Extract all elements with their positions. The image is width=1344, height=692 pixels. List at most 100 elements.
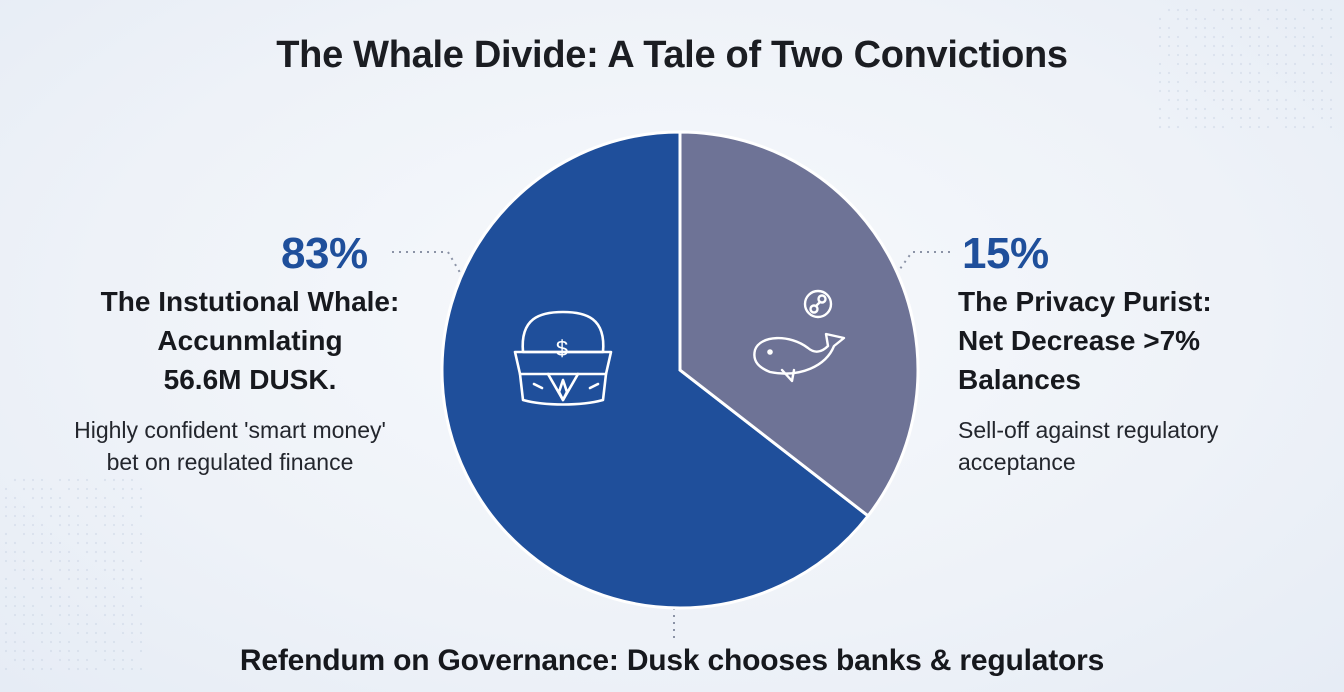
background-dot: [13, 640, 17, 644]
background-dot: [40, 640, 44, 644]
background-dot: [58, 649, 62, 653]
background-dot: [1230, 44, 1234, 48]
background-dot: [1275, 53, 1279, 57]
background-dot: [85, 487, 89, 491]
background-dot: [1266, 98, 1270, 102]
background-dot: [1311, 98, 1315, 102]
background-dot: [4, 622, 8, 626]
background-dot: [1293, 116, 1297, 120]
background-dot: [139, 559, 143, 563]
background-dot: [1248, 89, 1252, 93]
background-dot: [1302, 80, 1306, 84]
background-dot: [1221, 107, 1225, 111]
subtext-line: Highly confident 'smart money': [74, 417, 386, 443]
background-dot: [1167, 8, 1171, 12]
background-dot: [49, 604, 53, 608]
background-dot: [49, 559, 53, 563]
background-dot: [40, 541, 44, 545]
background-dot: [1257, 80, 1261, 84]
background-dot: [31, 496, 35, 500]
background-dot: [85, 568, 89, 572]
background-dot: [1158, 35, 1162, 39]
background-dot: [1167, 80, 1171, 84]
background-dot: [1158, 80, 1162, 84]
background-dot: [49, 550, 53, 554]
background-dot: [58, 478, 62, 482]
background-dot: [76, 667, 80, 671]
background-dot: [121, 622, 125, 626]
background-dot: [31, 523, 35, 527]
background-dot: [1230, 107, 1234, 111]
background-dot: [1293, 107, 1297, 111]
background-dot: [1275, 107, 1279, 111]
heading-line: The Privacy Purist:: [958, 286, 1212, 317]
background-dot: [40, 667, 44, 671]
background-dot: [1194, 98, 1198, 102]
background-dot: [112, 622, 116, 626]
background-dot: [1329, 62, 1333, 66]
background-dot: [1194, 17, 1198, 21]
background-dot: [121, 604, 125, 608]
background-dot: [22, 532, 26, 536]
background-dot: [13, 478, 17, 482]
pie-slice-privacy: [678, 130, 920, 518]
background-dot: [103, 631, 107, 635]
background-dot: [22, 487, 26, 491]
background-dot: [1320, 44, 1324, 48]
background-dot: [139, 667, 143, 671]
background-dot: [139, 532, 143, 536]
background-dot: [1329, 71, 1333, 75]
background-dot: [4, 541, 8, 545]
background-dot: [1275, 89, 1279, 93]
background-dot: [130, 595, 134, 599]
background-dot: [94, 631, 98, 635]
background-dot: [22, 514, 26, 518]
background-dot: [1203, 89, 1207, 93]
background-dot: [58, 568, 62, 572]
background-dot: [1248, 71, 1252, 75]
background-dot: [1266, 8, 1270, 12]
background-dot: [1302, 98, 1306, 102]
background-dot: [22, 640, 26, 644]
background-dot: [1257, 44, 1261, 48]
background-dot: [76, 586, 80, 590]
background-dot: [13, 505, 17, 509]
background-dot: [85, 505, 89, 509]
background-dot: [1284, 98, 1288, 102]
background-dot: [85, 532, 89, 536]
background-dot: [1185, 17, 1189, 21]
background-dot: [1230, 89, 1234, 93]
background-dot: [49, 496, 53, 500]
background-dot: [1194, 8, 1198, 12]
background-dot: [130, 478, 134, 482]
background-dot: [49, 532, 53, 536]
background-dot: [103, 640, 107, 644]
background-dot: [1167, 26, 1171, 30]
background-dot: [1320, 26, 1324, 30]
background-dot: [1176, 17, 1180, 21]
background-dot: [58, 559, 62, 563]
background-dot: [1203, 71, 1207, 75]
background-dot: [13, 595, 17, 599]
background-dot: [139, 604, 143, 608]
background-dot: [94, 667, 98, 671]
background-dot: [1212, 80, 1216, 84]
percent-institutional: 83%: [281, 229, 368, 278]
background-dot: [1176, 35, 1180, 39]
background-dot: [1329, 98, 1333, 102]
background-dot: [112, 514, 116, 518]
background-dot: [1257, 53, 1261, 57]
background-dot: [94, 640, 98, 644]
background-dot: [85, 496, 89, 500]
background-dot: [1239, 107, 1243, 111]
background-dot: [76, 568, 80, 572]
background-dot: [121, 478, 125, 482]
background-dot: [1320, 71, 1324, 75]
background-dot: [22, 622, 26, 626]
background-dot: [31, 649, 35, 653]
background-dot: [130, 505, 134, 509]
background-dot: [103, 541, 107, 545]
background-dot: [1212, 26, 1216, 30]
background-dot: [139, 541, 143, 545]
percent-privacy: 15%: [962, 229, 1049, 278]
